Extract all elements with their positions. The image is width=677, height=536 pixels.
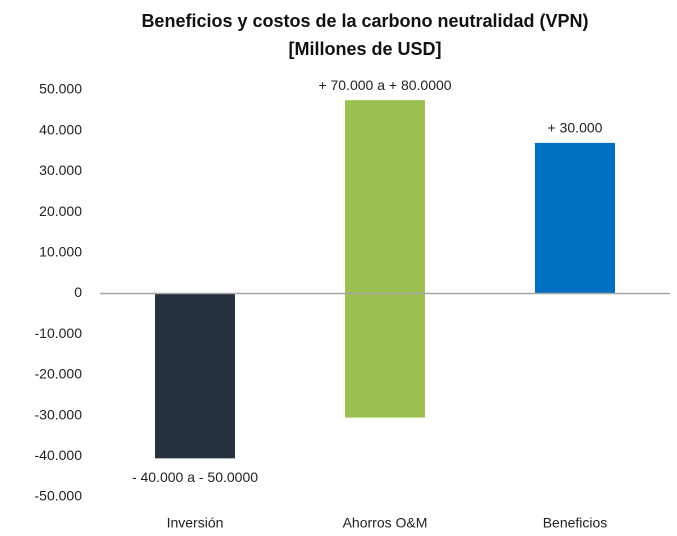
y-tick-label: 50.000 [39, 81, 82, 97]
y-tick-label: -10.000 [35, 325, 83, 341]
y-tick-label: 0 [74, 284, 82, 300]
y-tick-label: -30.000 [35, 406, 83, 422]
y-tick-label: -20.000 [35, 366, 83, 382]
bar [535, 142, 615, 294]
bar-annotation: - 40.000 a - 50.0000 [132, 469, 258, 485]
x-tick-label: Ahorros O&M [343, 515, 428, 531]
y-tick-label: 30.000 [39, 162, 82, 178]
y-tick-label: 40.000 [39, 121, 82, 137]
chart-subtitle: [Millones de USD] [288, 39, 441, 59]
x-tick-label: Inversión [167, 515, 224, 531]
y-tick-label: -40.000 [35, 447, 83, 463]
x-tick-label: Beneficios [543, 515, 608, 531]
bar-annotation: + 70.000 a + 80.0000 [318, 77, 451, 93]
y-tick-label: -50.000 [35, 488, 83, 504]
bar [345, 100, 425, 418]
chart-title: Beneficios y costos de la carbono neutra… [141, 11, 588, 31]
bar-annotation: + 30.000 [548, 120, 603, 136]
y-tick-label: 10.000 [39, 244, 82, 260]
y-tick-label: 20.000 [39, 203, 82, 219]
bar [155, 293, 235, 459]
